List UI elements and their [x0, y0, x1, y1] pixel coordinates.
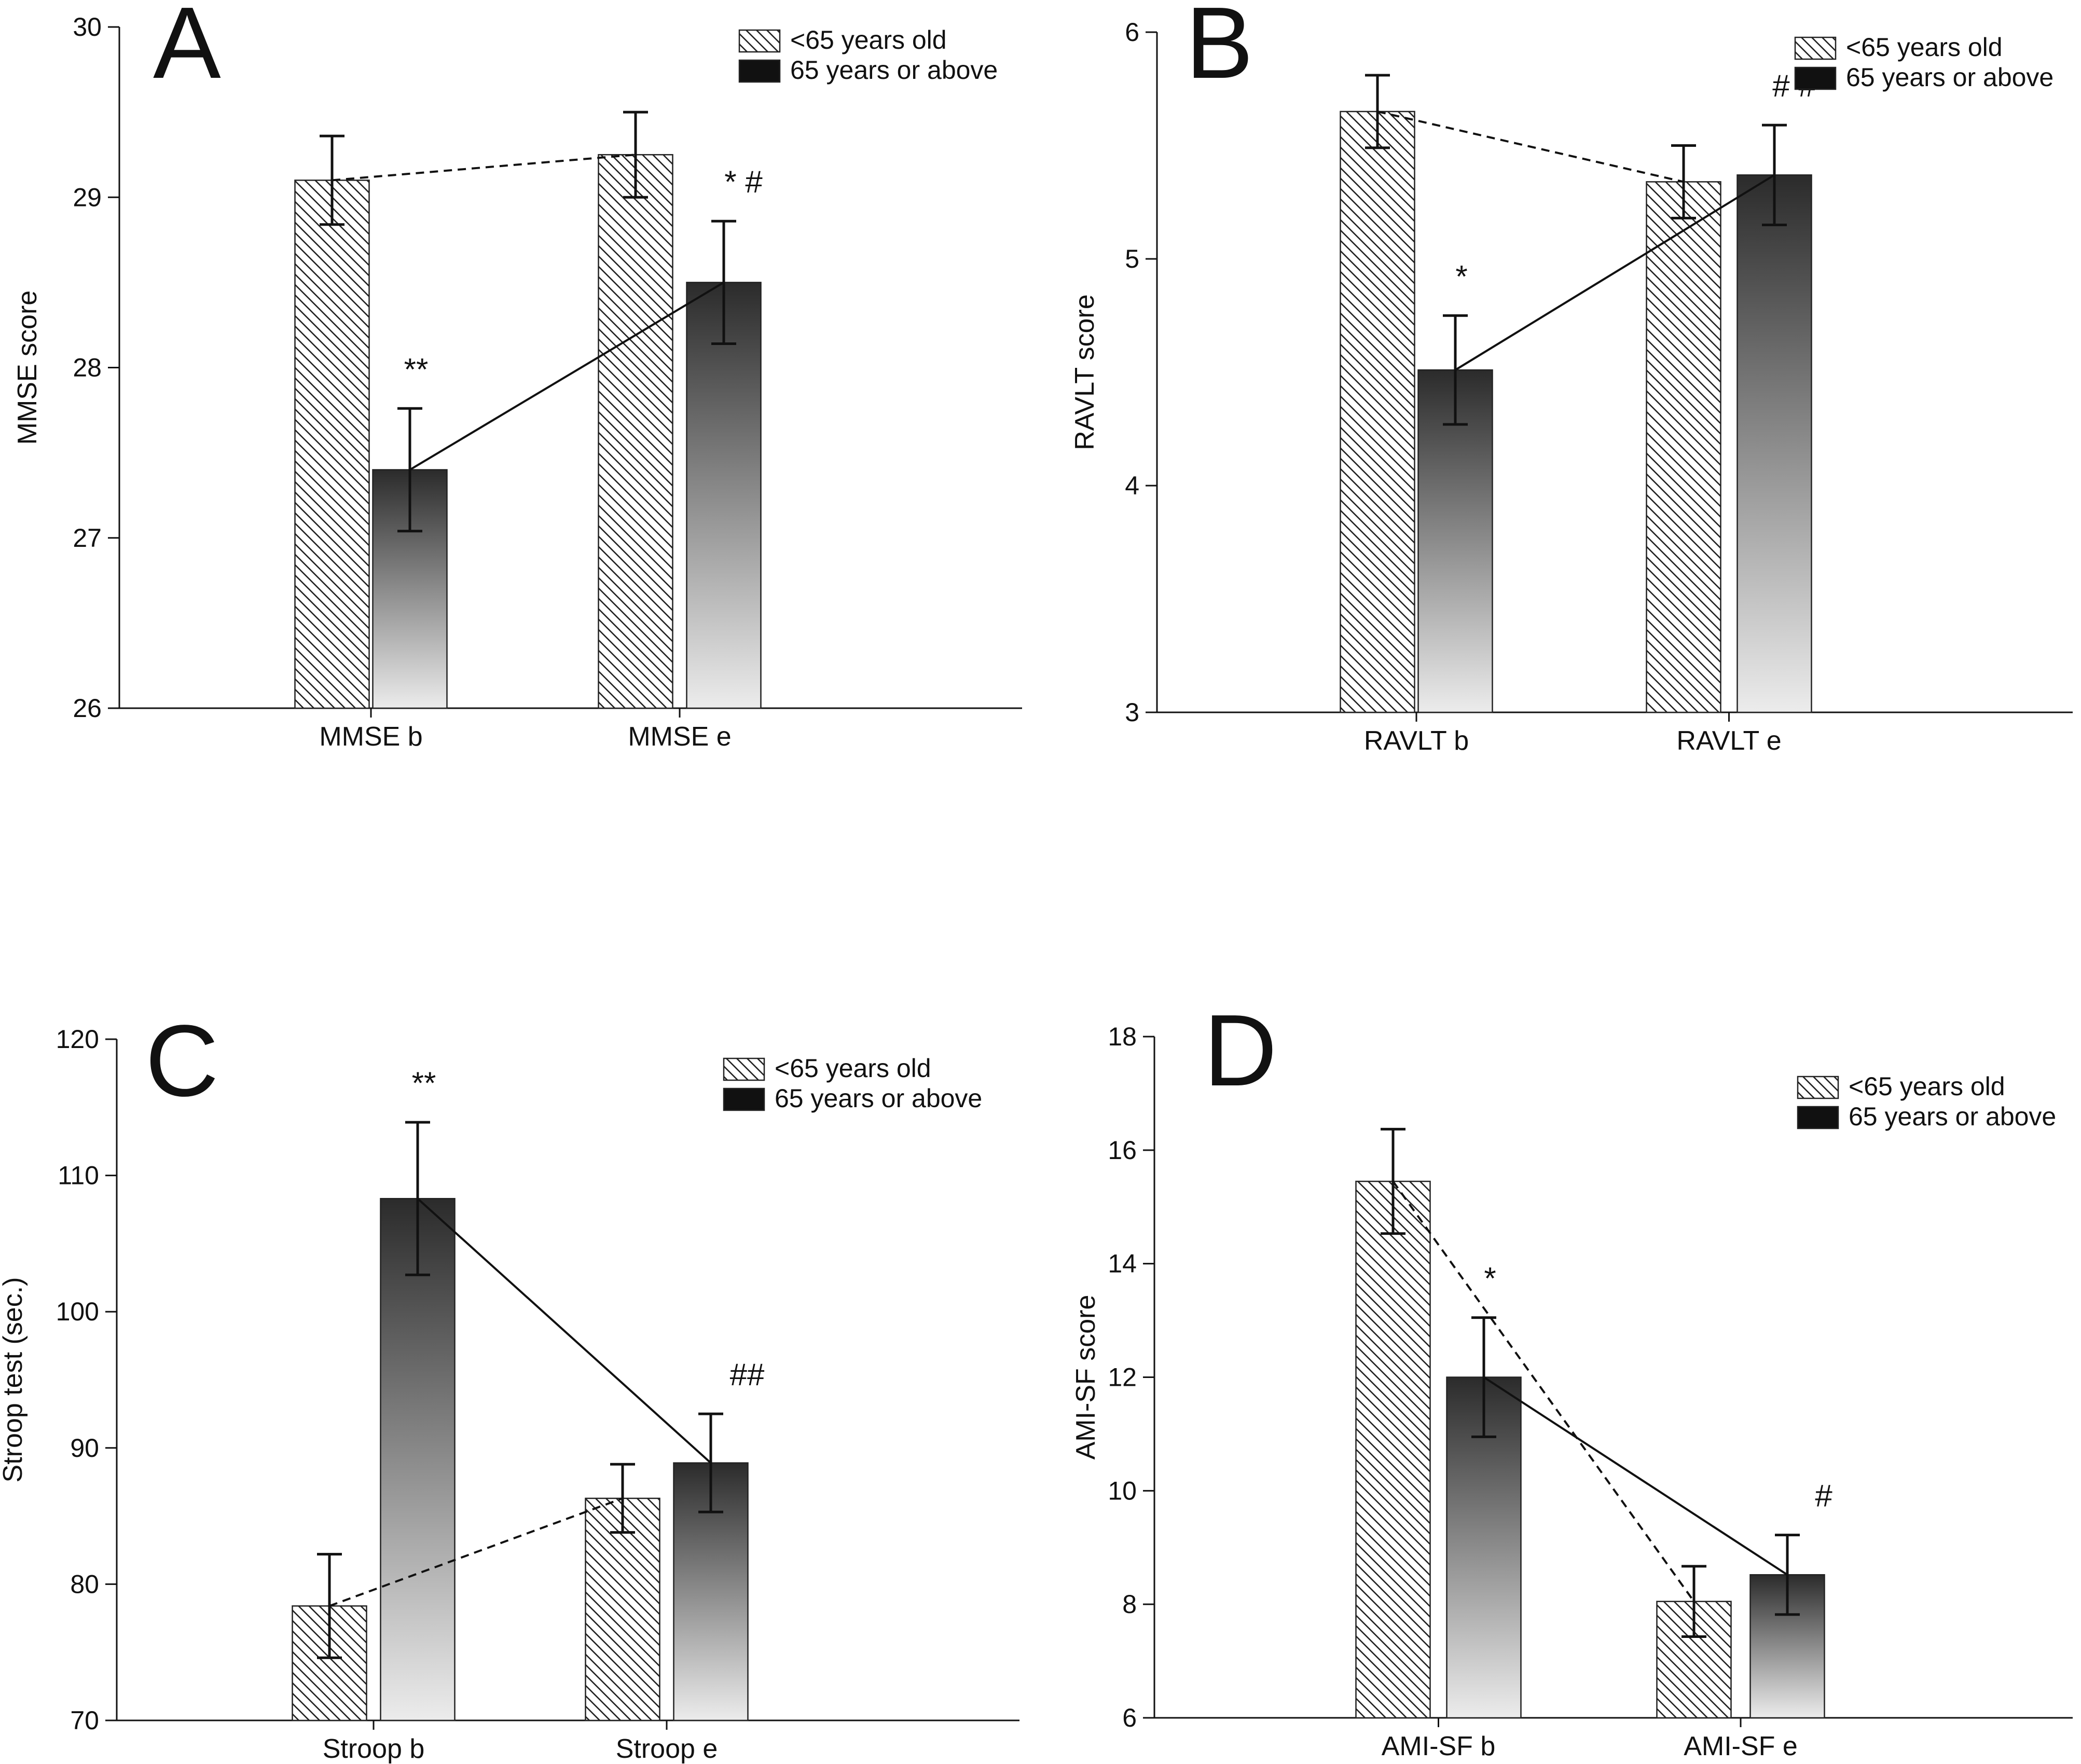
legend-swatch-65-plus — [723, 1087, 765, 1111]
legend-swatch-65-plus — [738, 59, 781, 83]
y-tick-label: 27 — [73, 523, 102, 553]
under-65-trend-line — [332, 154, 636, 182]
x-category-label: RAVLT b — [1364, 726, 1469, 756]
legend-swatch-under-65 — [1797, 1076, 1839, 1099]
panel-letter: C — [145, 1004, 219, 1118]
panel-a-mmse-chart: 26 27 28 29 30 MMSE score A MMSE b MMSE e ** * # <6… — [12, 0, 1022, 752]
y-axis-title: Stroop test (sec.) — [0, 1277, 28, 1483]
65-plus-trend-line — [1454, 174, 1775, 371]
legend-label-under-65: <65 years old — [790, 25, 947, 54]
legend-swatch-under-65 — [1794, 36, 1837, 60]
x-category-label: RAVLT e — [1676, 726, 1781, 756]
y-tick-label: 90 — [70, 1434, 99, 1463]
y-tick-label: 14 — [1108, 1249, 1137, 1278]
y-tick-label: 120 — [56, 1025, 99, 1054]
bar-mmse-b-under-65 — [294, 180, 370, 709]
legend-swatch-under-65 — [738, 29, 781, 53]
65-plus-trend-line — [417, 1197, 712, 1464]
under-65-trend-line — [329, 1497, 623, 1607]
y-tick-label: 70 — [70, 1706, 99, 1735]
bar-stroop-b-65-plus — [380, 1197, 456, 1721]
legend-label-under-65: <65 years old — [775, 1054, 931, 1083]
y-tick-label: 28 — [73, 353, 102, 382]
bar-mmse-e-under-65 — [598, 154, 673, 709]
bar-ami-sf-b-under-65 — [1355, 1180, 1431, 1719]
x-category-label: AMI-SF b — [1382, 1731, 1496, 1761]
y-axis-title: RAVLT score — [1070, 294, 1100, 450]
legend-label-65-plus: 65 years or above — [790, 56, 998, 85]
under-65-trend-line — [1377, 111, 1684, 183]
65-plus-trend-line — [409, 281, 725, 471]
y-tick-label: 8 — [1122, 1590, 1137, 1619]
bar-ravlt-e-under-65 — [1646, 181, 1721, 713]
y-tick-label: 3 — [1125, 698, 1139, 727]
x-category-label: MMSE e — [628, 722, 731, 752]
x-category-label: MMSE b — [319, 722, 422, 752]
y-tick-label: 10 — [1108, 1476, 1137, 1505]
bar-ravlt-b-under-65 — [1340, 111, 1415, 713]
significance-annotation: # — [1815, 1479, 1832, 1513]
panel-d-ami-sf-chart: 6 8 10 12 14 16 18 AMI-SF score D AMI-SF b AMI-SF … — [1071, 994, 2073, 1761]
bar-mmse-e-65-plus — [686, 282, 762, 709]
significance-annotation: * — [1455, 259, 1467, 294]
significance-annotation: ** — [412, 1066, 436, 1100]
x-category-label: Stroop e — [616, 1734, 718, 1764]
y-tick-label: 5 — [1125, 244, 1139, 273]
significance-annotation: * — [1484, 1261, 1496, 1296]
legend-swatch-under-65 — [723, 1057, 765, 1081]
y-tick-label: 26 — [73, 694, 102, 723]
legend-label-65-plus: 65 years or above — [775, 1084, 982, 1113]
legend-swatch-65-plus — [1797, 1106, 1839, 1129]
panel-letter: B — [1186, 0, 1253, 100]
x-category-label: Stroop b — [323, 1734, 425, 1764]
panel-c-stroop-chart: 70 80 90 100 110 120 Stroop test (sec.) C Stroop… — [0, 1004, 1019, 1764]
y-tick-label: 18 — [1108, 1022, 1137, 1051]
legend-label-under-65: <65 years old — [1846, 33, 2003, 62]
bar-ravlt-b-65-plus — [1417, 369, 1493, 713]
significance-annotation: * # — [724, 164, 763, 199]
panel-letter: D — [1204, 994, 1277, 1107]
under-65-trend-line — [1392, 1180, 1695, 1602]
y-axis-title: MMSE score — [12, 291, 43, 445]
y-tick-label: 6 — [1125, 18, 1139, 47]
legend-swatch-65-plus — [1794, 66, 1837, 90]
y-tick-label: 16 — [1108, 1136, 1137, 1165]
y-tick-label: 6 — [1122, 1703, 1137, 1732]
y-tick-label: 100 — [56, 1297, 99, 1326]
y-tick-label: 29 — [73, 183, 102, 212]
65-plus-trend-line — [1483, 1376, 1788, 1576]
panel-letter: A — [153, 0, 221, 100]
legend-label-under-65: <65 years old — [1849, 1072, 2005, 1101]
legend-label-65-plus: 65 years or above — [1846, 63, 2054, 92]
bar-stroop-e-under-65 — [585, 1497, 660, 1721]
y-tick-label: 80 — [70, 1569, 99, 1598]
y-axis-title: AMI-SF score — [1071, 1295, 1101, 1460]
x-category-label: AMI-SF e — [1684, 1731, 1798, 1761]
bar-ravlt-e-65-plus — [1737, 174, 1812, 713]
significance-annotation: ** — [404, 352, 429, 387]
significance-annotation: ## — [730, 1357, 765, 1392]
y-tick-label: 4 — [1125, 471, 1139, 500]
y-tick-label: 110 — [58, 1161, 99, 1190]
legend-label-65-plus: 65 years or above — [1849, 1102, 2056, 1131]
y-tick-label: 12 — [1108, 1363, 1137, 1392]
y-tick-label: 30 — [73, 12, 102, 42]
